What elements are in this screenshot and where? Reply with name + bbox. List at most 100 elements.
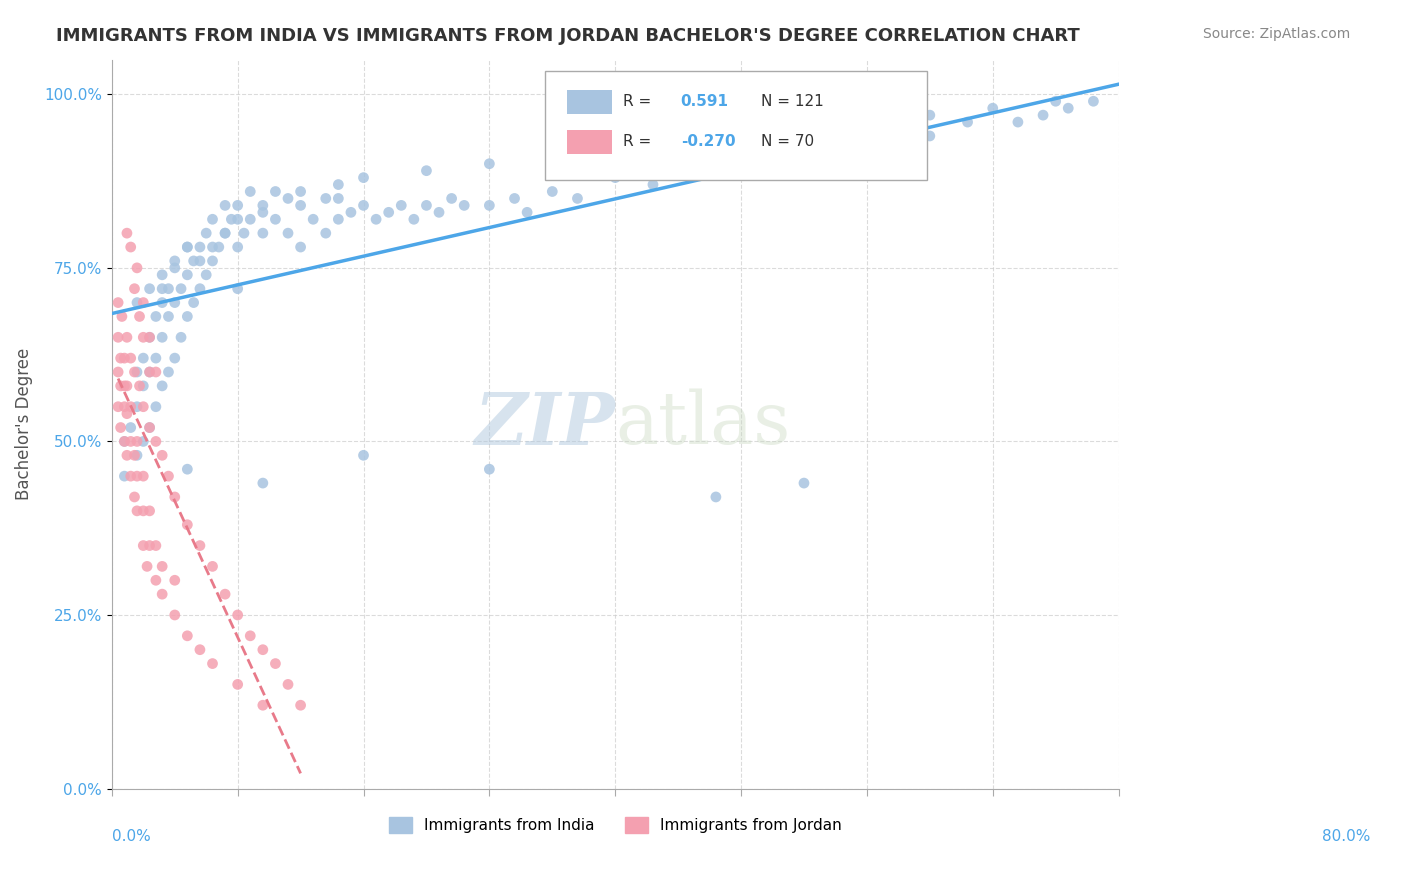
Point bbox=[145, 310, 167, 324]
Point bbox=[290, 240, 312, 254]
Point bbox=[541, 150, 564, 164]
Point bbox=[730, 150, 752, 164]
Point bbox=[132, 434, 155, 449]
Point bbox=[567, 191, 589, 205]
Point bbox=[163, 490, 186, 504]
Point bbox=[157, 310, 180, 324]
Point bbox=[503, 191, 526, 205]
Point bbox=[1057, 101, 1080, 115]
Point bbox=[163, 607, 186, 622]
Point bbox=[666, 163, 689, 178]
Point bbox=[120, 240, 142, 254]
Point bbox=[115, 379, 138, 393]
Point bbox=[252, 698, 274, 713]
Point bbox=[440, 191, 463, 205]
Point bbox=[208, 240, 231, 254]
Point bbox=[389, 198, 412, 212]
Point bbox=[252, 205, 274, 219]
Point bbox=[793, 143, 815, 157]
Point bbox=[136, 559, 159, 574]
Point bbox=[793, 115, 815, 129]
Point bbox=[252, 642, 274, 657]
Point bbox=[138, 365, 160, 379]
Point bbox=[163, 254, 186, 268]
Point bbox=[188, 240, 211, 254]
Point bbox=[112, 379, 135, 393]
Point bbox=[110, 351, 132, 365]
Point bbox=[415, 198, 437, 212]
Point bbox=[150, 282, 173, 296]
Point bbox=[125, 365, 148, 379]
Point bbox=[415, 163, 437, 178]
Point bbox=[704, 490, 727, 504]
Point bbox=[138, 365, 160, 379]
Point bbox=[176, 310, 198, 324]
Point bbox=[176, 240, 198, 254]
Point bbox=[302, 212, 325, 227]
Point bbox=[290, 198, 312, 212]
Point bbox=[124, 448, 146, 462]
Point bbox=[128, 310, 150, 324]
Point bbox=[918, 128, 941, 143]
Point bbox=[112, 400, 135, 414]
Point bbox=[150, 268, 173, 282]
Point bbox=[138, 330, 160, 344]
Point bbox=[478, 198, 501, 212]
Point bbox=[120, 351, 142, 365]
Point bbox=[1045, 95, 1067, 109]
Point bbox=[264, 185, 287, 199]
Point bbox=[163, 260, 186, 275]
FancyBboxPatch shape bbox=[567, 90, 612, 114]
Point bbox=[145, 400, 167, 414]
Point bbox=[290, 185, 312, 199]
Point bbox=[195, 226, 218, 240]
Point bbox=[138, 504, 160, 518]
Point bbox=[132, 504, 155, 518]
Point bbox=[132, 539, 155, 553]
FancyBboxPatch shape bbox=[567, 130, 612, 154]
Point bbox=[176, 462, 198, 476]
Point bbox=[252, 476, 274, 491]
Point bbox=[120, 469, 142, 483]
Point bbox=[145, 434, 167, 449]
Point bbox=[120, 420, 142, 434]
Point bbox=[214, 587, 236, 601]
Point bbox=[115, 407, 138, 421]
Point bbox=[264, 212, 287, 227]
Point bbox=[453, 198, 475, 212]
Point bbox=[195, 268, 218, 282]
Point bbox=[125, 434, 148, 449]
Point bbox=[125, 400, 148, 414]
Point bbox=[157, 282, 180, 296]
Point bbox=[163, 574, 186, 588]
Point bbox=[188, 282, 211, 296]
Point bbox=[239, 629, 262, 643]
Point bbox=[605, 170, 627, 185]
Point bbox=[239, 185, 262, 199]
Point bbox=[112, 469, 135, 483]
Point bbox=[163, 295, 186, 310]
Point bbox=[107, 400, 129, 414]
Point bbox=[252, 198, 274, 212]
Point bbox=[856, 108, 879, 122]
Point bbox=[188, 539, 211, 553]
Point bbox=[353, 198, 375, 212]
Point bbox=[730, 122, 752, 136]
Legend: Immigrants from India, Immigrants from Jordan: Immigrants from India, Immigrants from J… bbox=[382, 811, 848, 839]
Point bbox=[1083, 95, 1105, 109]
Point bbox=[290, 698, 312, 713]
Point bbox=[226, 607, 249, 622]
Point bbox=[120, 400, 142, 414]
Point bbox=[150, 295, 173, 310]
Y-axis label: Bachelor's Degree: Bachelor's Degree bbox=[15, 348, 32, 500]
Point bbox=[201, 559, 224, 574]
Point bbox=[111, 310, 134, 324]
Point bbox=[125, 469, 148, 483]
Point bbox=[793, 476, 815, 491]
Point bbox=[107, 330, 129, 344]
Point bbox=[340, 205, 363, 219]
Point bbox=[478, 462, 501, 476]
Point bbox=[124, 490, 146, 504]
Point bbox=[176, 517, 198, 532]
Point bbox=[201, 240, 224, 254]
